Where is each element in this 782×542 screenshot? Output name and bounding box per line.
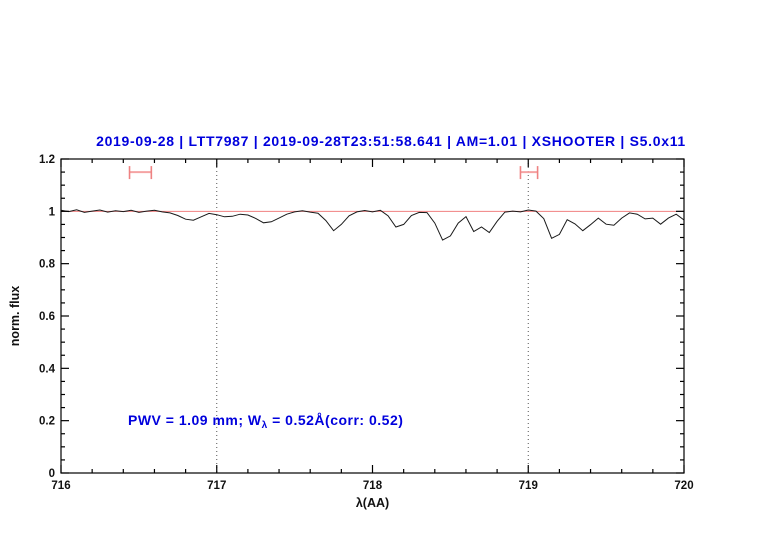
x-tick-label: 718	[363, 480, 383, 492]
y-tick-label: 0.4	[39, 363, 56, 375]
y-tick-label: 0	[49, 468, 55, 480]
plot-title: 2019-09-28 | LTT7987 | 2019-09-28T23:51:…	[96, 133, 686, 149]
y-tick-label: 0.6	[39, 311, 55, 323]
x-tick-label: 717	[207, 480, 226, 492]
x-tick-label: 720	[674, 480, 693, 492]
y-tick-label: 0.2	[39, 416, 55, 428]
y-tick-label: 1	[49, 206, 56, 218]
x-tick-label: 719	[519, 480, 538, 492]
x-tick-label: 716	[51, 480, 70, 492]
y-axis-label: norm. flux	[8, 286, 22, 346]
spectrum-line	[60, 209, 685, 241]
pwv-annotation-lambda-subscript: λ	[261, 420, 268, 431]
y-tick-label: 0.8	[39, 259, 56, 271]
pwv-annotation-post: = 0.52Å(corr: 0.52)	[267, 412, 404, 428]
pwv-annotation-pre: PWV = 1.09 mm; W	[128, 412, 262, 428]
pwv-annotation: PWV = 1.09 mm; Wλ = 0.52Å(corr: 0.52)	[128, 412, 403, 431]
y-tick-label: 1.2	[39, 154, 55, 166]
x-axis-label: λ(AA)	[356, 496, 389, 510]
